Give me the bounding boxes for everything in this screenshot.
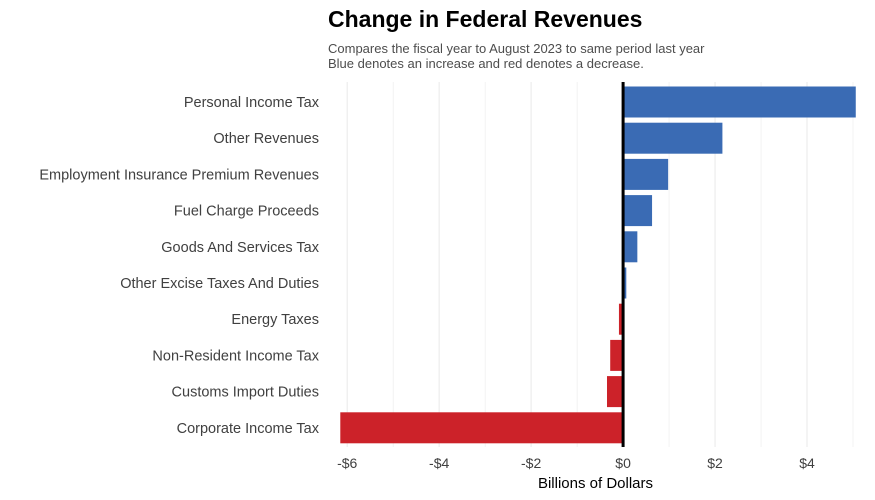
x-axis-title: Billions of Dollars <box>538 475 653 492</box>
category-label: Employment Insurance Premium Revenues <box>39 167 319 183</box>
category-label: Energy Taxes <box>231 312 319 328</box>
category-label: Personal Income Tax <box>184 95 320 111</box>
bars <box>340 86 856 444</box>
chart-title: Change in Federal Revenues <box>328 6 643 32</box>
bar-personal-income-tax <box>623 86 856 118</box>
category-label: Non-Resident Income Tax <box>152 348 319 364</box>
bar-other-excise-taxes-and-duties <box>623 267 627 299</box>
bar-non-resident-income-tax <box>610 339 624 371</box>
x-tick-label: $2 <box>707 455 723 471</box>
category-label: Corporate Income Tax <box>177 421 320 437</box>
bar-corporate-income-tax <box>340 412 624 444</box>
x-tick-label: -$6 <box>337 455 357 471</box>
x-tick-label: -$4 <box>429 455 449 471</box>
category-label: Fuel Charge Proceeds <box>174 204 319 220</box>
bar-customs-import-duties <box>606 376 624 408</box>
x-tick-label: -$2 <box>521 455 541 471</box>
bar-other-revenues <box>623 122 723 154</box>
bar-employment-insurance-premium-revenues <box>623 158 669 190</box>
chart-subtitle-line-2: Blue denotes an increase and red denotes… <box>328 56 644 71</box>
bar-energy-taxes <box>618 303 624 335</box>
bar-goods-and-services-tax <box>623 231 638 263</box>
x-tick-label: $0 <box>615 455 631 471</box>
category-label: Other Revenues <box>213 131 319 147</box>
bar-fuel-charge-proceeds <box>623 195 653 227</box>
category-labels: Personal Income Tax Other Revenues Employm… <box>39 95 319 437</box>
category-label: Customs Import Duties <box>172 385 319 401</box>
grid-lines <box>346 82 854 447</box>
x-tick-labels: -$6 -$4 -$2 $0 $2 $4 <box>337 455 815 471</box>
category-label: Other Excise Taxes And Duties <box>120 276 319 292</box>
category-label: Goods And Services Tax <box>161 240 319 256</box>
x-tick-label: $4 <box>799 455 815 471</box>
chart-subtitle-line-1: Compares the fiscal year to August 2023 … <box>328 41 705 56</box>
